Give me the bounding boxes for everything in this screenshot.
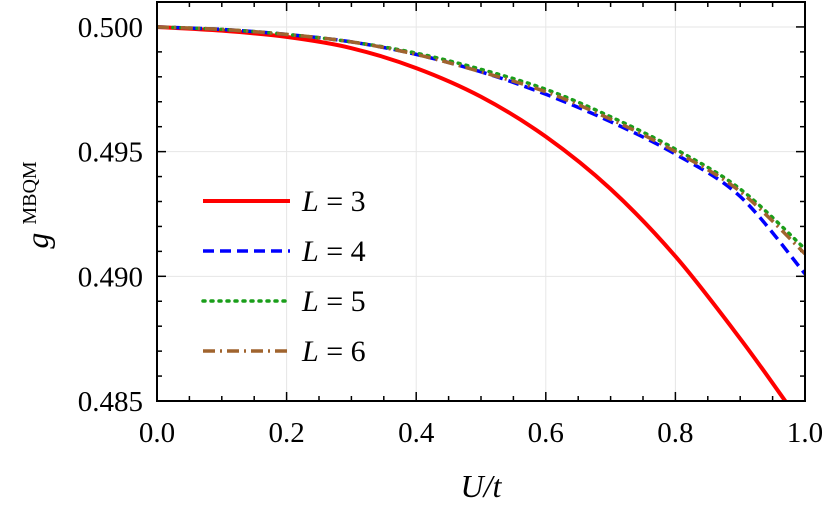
y-axis-title-superscript: MBQM: [19, 161, 41, 225]
y-axis-title: g MBQM: [19, 161, 55, 249]
x-tick-label: 0.8: [657, 417, 693, 449]
x-tick-label: 1.0: [787, 417, 823, 449]
series-line-4: [157, 25, 805, 256]
x-tick-label: 0.4: [398, 417, 435, 449]
x-axis-title: U/t: [461, 468, 503, 504]
x-tick-label: 0.6: [528, 417, 564, 449]
legend: L = 3 L = 4 L = 5 L = 6: [201, 185, 366, 368]
legend-label-1: L = 3: [301, 185, 366, 218]
y-tick-label: 0.485: [78, 386, 143, 418]
plot-area: [157, 24, 805, 401]
legend-label-2: L = 4: [301, 235, 366, 268]
y-tick-label: 0.495: [78, 137, 143, 169]
series-line-3: [157, 25, 805, 251]
tick-labels: 0.0 0.2 0.4 0.6 0.8 1.0 0.485 0.490 0.495 0.500: [78, 12, 823, 449]
series-line-2: [157, 25, 805, 275]
plot-frame: [156, 1, 806, 402]
series-line-1: [157, 24, 788, 401]
y-axis-title-main: g: [19, 233, 55, 249]
x-tick-label: 0.2: [268, 417, 304, 449]
svg-text:g MBQM: g MBQM: [19, 161, 55, 249]
legend-label-3: L = 5: [301, 285, 366, 318]
x-tick-label: 0.0: [139, 417, 175, 449]
y-tick-label: 0.500: [78, 12, 143, 44]
legend-label-4: L = 6: [301, 335, 366, 368]
y-tick-label: 0.490: [78, 261, 143, 293]
